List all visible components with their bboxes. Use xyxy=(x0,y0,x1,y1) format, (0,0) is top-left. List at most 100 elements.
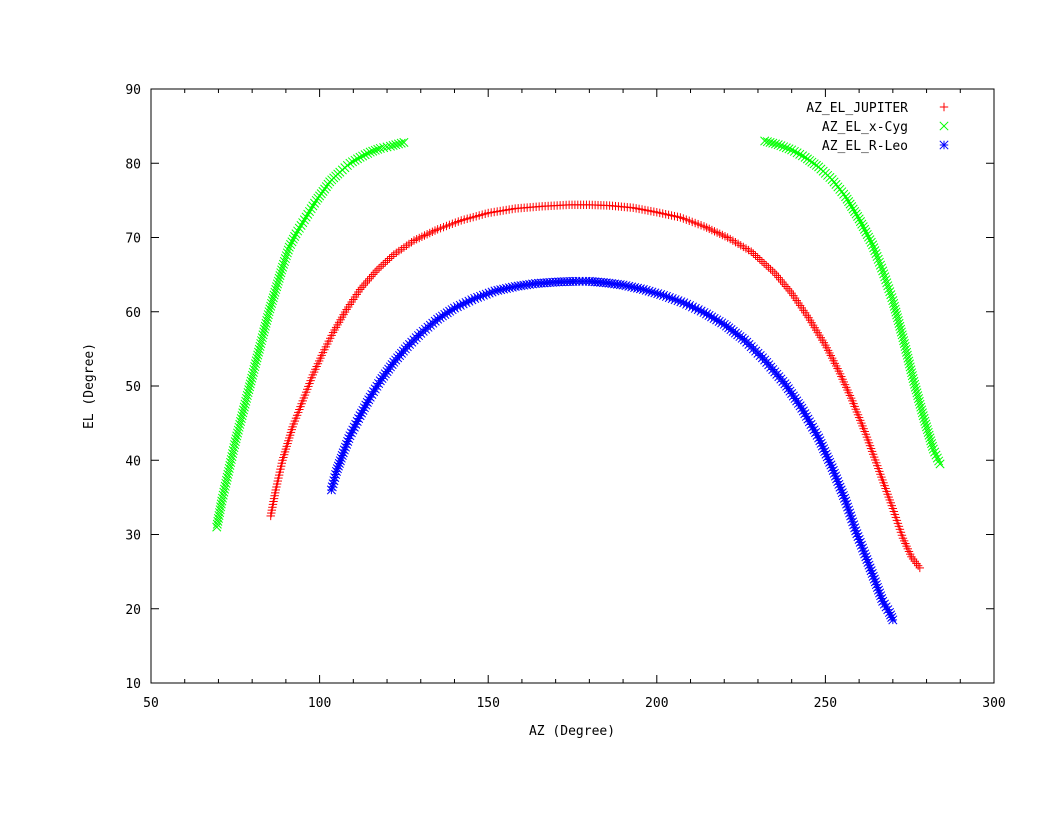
data-point xyxy=(913,394,924,404)
data-point xyxy=(257,333,267,343)
data-point xyxy=(764,263,773,272)
data-point xyxy=(358,151,368,161)
data-point xyxy=(374,264,384,273)
data-point xyxy=(275,270,285,281)
data-point xyxy=(797,151,808,161)
data-point xyxy=(308,201,318,211)
data-point xyxy=(871,249,881,259)
data-point xyxy=(372,265,382,275)
data-point xyxy=(212,519,222,529)
data-point xyxy=(779,280,789,289)
x-tick-label: 100 xyxy=(308,696,331,711)
data-point xyxy=(219,487,229,497)
data-point xyxy=(296,220,306,230)
data-point xyxy=(925,433,935,443)
data-point xyxy=(230,440,240,450)
data-point xyxy=(902,347,912,357)
data-point xyxy=(385,254,394,263)
data-point xyxy=(217,493,228,503)
data-point xyxy=(913,391,923,401)
data-point xyxy=(915,563,925,573)
data-point xyxy=(282,248,292,258)
data-point xyxy=(359,280,369,290)
series-3 xyxy=(326,276,898,625)
data-point xyxy=(927,438,937,449)
data-point xyxy=(288,234,298,244)
data-point xyxy=(370,145,380,155)
data-point xyxy=(899,336,909,346)
data-point xyxy=(318,186,328,197)
data-point xyxy=(248,367,258,377)
data-point xyxy=(298,218,308,228)
data-point xyxy=(269,290,279,300)
data-point xyxy=(795,149,805,159)
data-point xyxy=(223,469,233,479)
y-tick-label: 20 xyxy=(125,603,141,618)
legend-label: AZ_EL_R-Leo xyxy=(822,139,908,154)
data-point xyxy=(301,212,311,222)
data-point xyxy=(915,399,925,409)
data-point xyxy=(396,138,406,148)
data-point xyxy=(910,557,919,566)
data-point xyxy=(905,362,915,372)
y-tick-label: 40 xyxy=(125,454,141,469)
data-point xyxy=(930,447,940,457)
y-tick-label: 60 xyxy=(125,306,141,321)
data-point xyxy=(869,243,879,253)
data-point xyxy=(879,269,889,279)
data-point xyxy=(244,385,254,395)
data-point xyxy=(862,229,872,240)
data-point xyxy=(262,312,273,323)
y-axis-title: EL (Degree) xyxy=(82,343,97,429)
data-point xyxy=(265,304,275,314)
data-point xyxy=(901,344,911,354)
data-point xyxy=(898,333,908,343)
data-point xyxy=(776,141,786,151)
data-point xyxy=(267,296,277,306)
data-point xyxy=(888,615,898,625)
data-point xyxy=(759,259,769,268)
data-point xyxy=(365,147,375,157)
data-point xyxy=(212,522,222,532)
data-point xyxy=(772,271,781,280)
legend-marker xyxy=(939,102,949,112)
y-axis: 10 20 30 40 50 60 70 80 90 xyxy=(125,83,994,692)
data-point xyxy=(917,408,927,418)
data-point xyxy=(917,405,927,415)
data-point xyxy=(355,152,365,162)
data-point xyxy=(360,150,370,160)
data-point xyxy=(244,382,255,392)
data-point xyxy=(231,434,241,444)
data-point xyxy=(912,559,921,568)
data-point xyxy=(920,416,930,426)
data-point xyxy=(228,446,238,456)
data-point xyxy=(345,158,355,168)
data-point xyxy=(259,324,270,334)
data-point xyxy=(926,436,936,446)
data-point xyxy=(272,279,283,289)
data-point xyxy=(277,262,288,272)
data-point xyxy=(896,327,906,337)
data-point xyxy=(781,143,791,153)
data-point xyxy=(363,148,373,158)
data-point xyxy=(247,370,258,380)
data-point xyxy=(234,422,244,432)
data-point xyxy=(222,472,232,482)
y-tick-label: 10 xyxy=(125,677,141,692)
data-point xyxy=(870,246,880,256)
data-point xyxy=(281,251,291,261)
data-point xyxy=(291,229,301,239)
x-axis-title: AZ (Degree) xyxy=(529,724,615,739)
data-point xyxy=(877,263,887,273)
data-point xyxy=(914,396,924,406)
data-point xyxy=(909,376,919,386)
data-point xyxy=(215,508,225,518)
data-point xyxy=(232,431,242,441)
data-point xyxy=(770,268,780,278)
data-point xyxy=(899,339,909,349)
data-point xyxy=(776,275,785,285)
data-point xyxy=(245,379,255,389)
data-point xyxy=(889,298,899,309)
data-point xyxy=(932,453,942,463)
data-point xyxy=(778,277,787,287)
